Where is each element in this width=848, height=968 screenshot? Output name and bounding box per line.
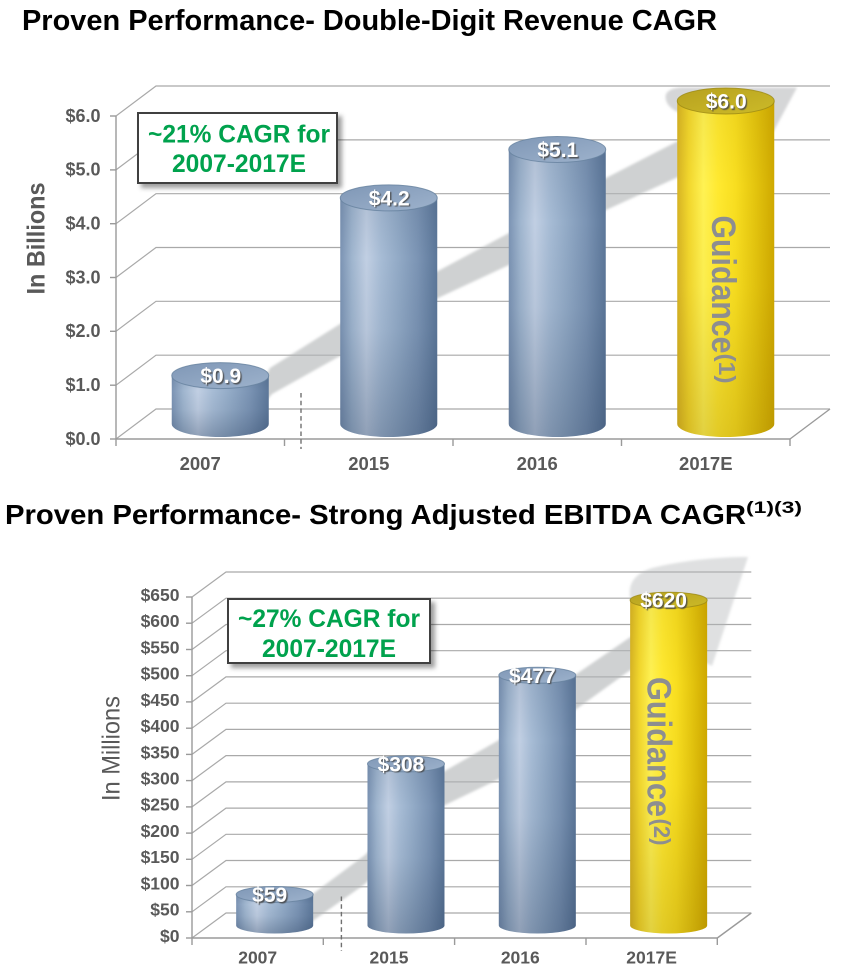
- svg-text:$250: $250: [141, 795, 180, 815]
- svg-text:$100: $100: [141, 873, 180, 893]
- svg-text:(2): (2): [649, 819, 675, 846]
- svg-text:$400: $400: [141, 716, 180, 736]
- svg-text:$6.0: $6.0: [65, 106, 100, 126]
- svg-text:2015: 2015: [370, 948, 409, 968]
- svg-text:$4.0: $4.0: [65, 213, 100, 233]
- svg-text:$1.0: $1.0: [65, 375, 100, 395]
- svg-text:$59: $59: [252, 884, 287, 907]
- svg-text:$620: $620: [640, 590, 687, 613]
- svg-text:2017E: 2017E: [679, 453, 733, 474]
- svg-text:2015: 2015: [348, 453, 389, 474]
- svg-text:(1): (1): [714, 354, 740, 384]
- svg-text:2016: 2016: [517, 453, 558, 474]
- svg-text:$0.9: $0.9: [200, 365, 241, 388]
- svg-text:~27% CAGR for: ~27% CAGR for: [238, 605, 420, 633]
- svg-text:2007-2017E: 2007-2017E: [262, 635, 396, 663]
- svg-text:$3.0: $3.0: [65, 267, 100, 287]
- svg-text:2016: 2016: [501, 948, 540, 968]
- svg-text:$450: $450: [141, 690, 180, 710]
- svg-text:~21% CAGR for: ~21% CAGR for: [148, 121, 330, 149]
- svg-text:2007: 2007: [180, 453, 221, 474]
- svg-text:$600: $600: [141, 611, 180, 631]
- svg-text:$500: $500: [141, 664, 180, 684]
- svg-text:$200: $200: [141, 821, 180, 841]
- svg-text:$477: $477: [509, 665, 556, 688]
- svg-text:$300: $300: [141, 769, 180, 789]
- svg-text:$350: $350: [141, 742, 180, 762]
- svg-text:$5.0: $5.0: [65, 160, 100, 180]
- svg-text:$308: $308: [378, 753, 425, 776]
- svg-text:$650: $650: [141, 585, 180, 605]
- svg-text:Guidance: Guidance: [640, 677, 678, 817]
- svg-text:$6.0: $6.0: [706, 91, 747, 114]
- svg-text:$5.1: $5.1: [537, 139, 578, 162]
- svg-text:$50: $50: [150, 900, 179, 920]
- svg-text:$150: $150: [141, 847, 180, 867]
- svg-text:Proven Performance- Double-Dig: Proven Performance- Double-Digit Revenue…: [22, 5, 717, 37]
- svg-text:2007-2017E: 2007-2017E: [172, 150, 306, 178]
- svg-text:(1)(3): (1)(3): [746, 498, 802, 517]
- svg-text:2007: 2007: [238, 948, 277, 968]
- svg-text:$550: $550: [141, 637, 180, 657]
- svg-text:$0: $0: [160, 926, 180, 946]
- svg-text:Proven Performance- Strong Adj: Proven Performance- Strong Adjusted EBIT…: [5, 499, 746, 530]
- svg-text:In Millions: In Millions: [97, 696, 125, 801]
- svg-text:In Billions: In Billions: [22, 183, 50, 295]
- svg-text:$4.2: $4.2: [369, 187, 410, 210]
- svg-text:Guidance: Guidance: [704, 216, 742, 354]
- svg-text:$0.0: $0.0: [65, 429, 100, 449]
- svg-text:$2.0: $2.0: [65, 321, 100, 341]
- svg-text:2017E: 2017E: [626, 948, 677, 968]
